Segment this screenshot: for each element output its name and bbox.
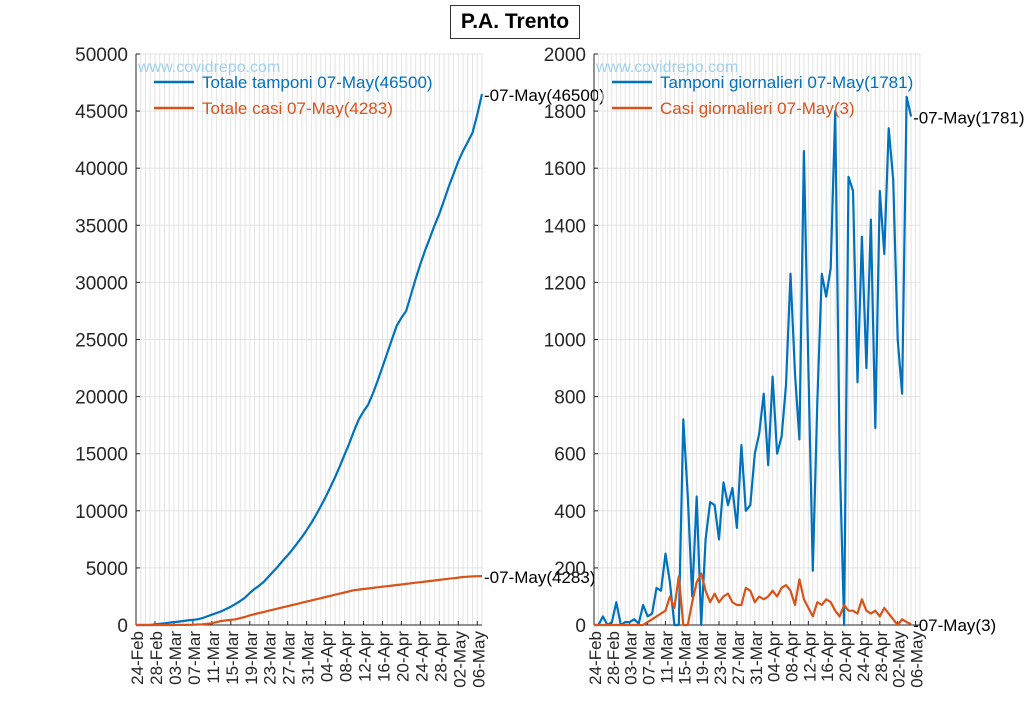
x-tick-label: 16-Apr (818, 631, 837, 682)
x-tick-label: 24-Feb (586, 631, 605, 685)
y-tick-label: 1200 (544, 273, 586, 294)
series-line-left-0 (136, 93, 484, 627)
x-tick-label: 02-May (450, 631, 469, 688)
y-tick-label: 40000 (75, 159, 128, 180)
end-label-right-0: -07-May(1781) (913, 109, 1025, 128)
x-tick-label: 31-Mar (299, 631, 318, 685)
series-line-right-1 (594, 572, 912, 627)
watermark: www.covidrepo.com (595, 59, 738, 76)
x-tick-label: 04-Apr (765, 631, 784, 682)
y-tick-label: 50000 (75, 45, 128, 66)
figure-title: P.A. Trento (450, 5, 580, 39)
x-tick-label: 06-May (469, 631, 488, 688)
x-tick-label: 07-Mar (185, 631, 204, 685)
legend-entry-right-1: Casi giornalieri 07-May(3) (660, 99, 855, 118)
y-tick-label: 400 (554, 502, 586, 523)
end-label-left-0: -07-May(46500) (484, 86, 605, 105)
watermark: www.covidrepo.com (137, 59, 280, 76)
legend-entry-left-0: Totale tamponi 07-May(46500) (202, 73, 433, 92)
y-tick-label: 15000 (75, 445, 128, 466)
x-tick-label: 06-May (908, 631, 927, 688)
x-tick-label: 12-Apr (356, 631, 375, 682)
x-tick-label: 27-Mar (280, 631, 299, 685)
y-tick-label: 35000 (75, 216, 128, 237)
x-tick-label: 23-Mar (711, 631, 730, 685)
series-line-right-0 (594, 95, 913, 627)
y-tick-label: 20000 (75, 388, 128, 409)
y-tick-label: 1400 (544, 216, 586, 237)
end-label-left-1: -07-May(4283) (484, 568, 596, 587)
x-tick-label: 23-Mar (261, 631, 280, 685)
x-tick-label: 31-Mar (747, 631, 766, 685)
y-tick-label: 5000 (86, 559, 128, 580)
y-tick-label: 25000 (75, 331, 128, 352)
x-tick-label: 11-Mar (657, 631, 676, 684)
x-tick-label: 19-Mar (693, 631, 712, 685)
x-tick-label: 15-Mar (675, 631, 694, 685)
y-tick-label: 30000 (75, 273, 128, 294)
x-tick-label: 24-Apr (412, 631, 431, 682)
x-tick-label: 28-Apr (872, 631, 891, 682)
x-tick-label: 07-Mar (640, 631, 659, 685)
x-tick-label: 20-Apr (836, 631, 855, 682)
x-tick-label: 08-Apr (782, 631, 801, 682)
x-tick-label: 15-Mar (223, 631, 242, 685)
y-tick-label: 0 (117, 616, 128, 637)
x-tick-label: 28-Feb (604, 631, 623, 685)
y-tick-label: 1600 (544, 159, 586, 180)
x-tick-label: 11-Mar (204, 631, 223, 684)
legend-entry-right-0: Tamponi giornalieri 07-May(1781) (660, 73, 913, 92)
y-tick-label: 1800 (544, 102, 586, 123)
y-tick-label: 2000 (544, 45, 586, 66)
x-tick-label: 03-Mar (166, 631, 185, 685)
x-tick-label: 04-Apr (318, 631, 337, 682)
end-label-right-1: -07-May(3) (913, 616, 996, 635)
y-tick-label: 0 (575, 616, 586, 637)
x-tick-label: 03-Mar (622, 631, 641, 685)
x-tick-label: 19-Mar (242, 631, 261, 685)
x-tick-label: 24-Feb (128, 631, 147, 685)
y-tick-label: 45000 (75, 102, 128, 123)
legend-entry-left-1: Totale casi 07-May(4283) (202, 99, 393, 118)
x-tick-label: 20-Apr (393, 631, 412, 682)
y-tick-label: 800 (554, 388, 586, 409)
x-tick-label: 02-May (890, 631, 909, 688)
x-tick-label: 12-Apr (800, 631, 819, 682)
x-tick-label: 28-Apr (431, 631, 450, 682)
y-tick-label: 10000 (75, 502, 128, 523)
x-tick-label: 24-Apr (854, 631, 873, 682)
x-tick-label: 16-Apr (374, 631, 393, 682)
y-tick-label: 200 (554, 559, 586, 580)
x-tick-label: 27-Mar (729, 631, 748, 685)
x-tick-label: 28-Feb (147, 631, 166, 685)
y-tick-label: 1000 (544, 331, 586, 352)
y-tick-label: 600 (554, 445, 586, 466)
series-line-left-1 (136, 575, 483, 627)
x-tick-label: 08-Apr (337, 631, 356, 682)
